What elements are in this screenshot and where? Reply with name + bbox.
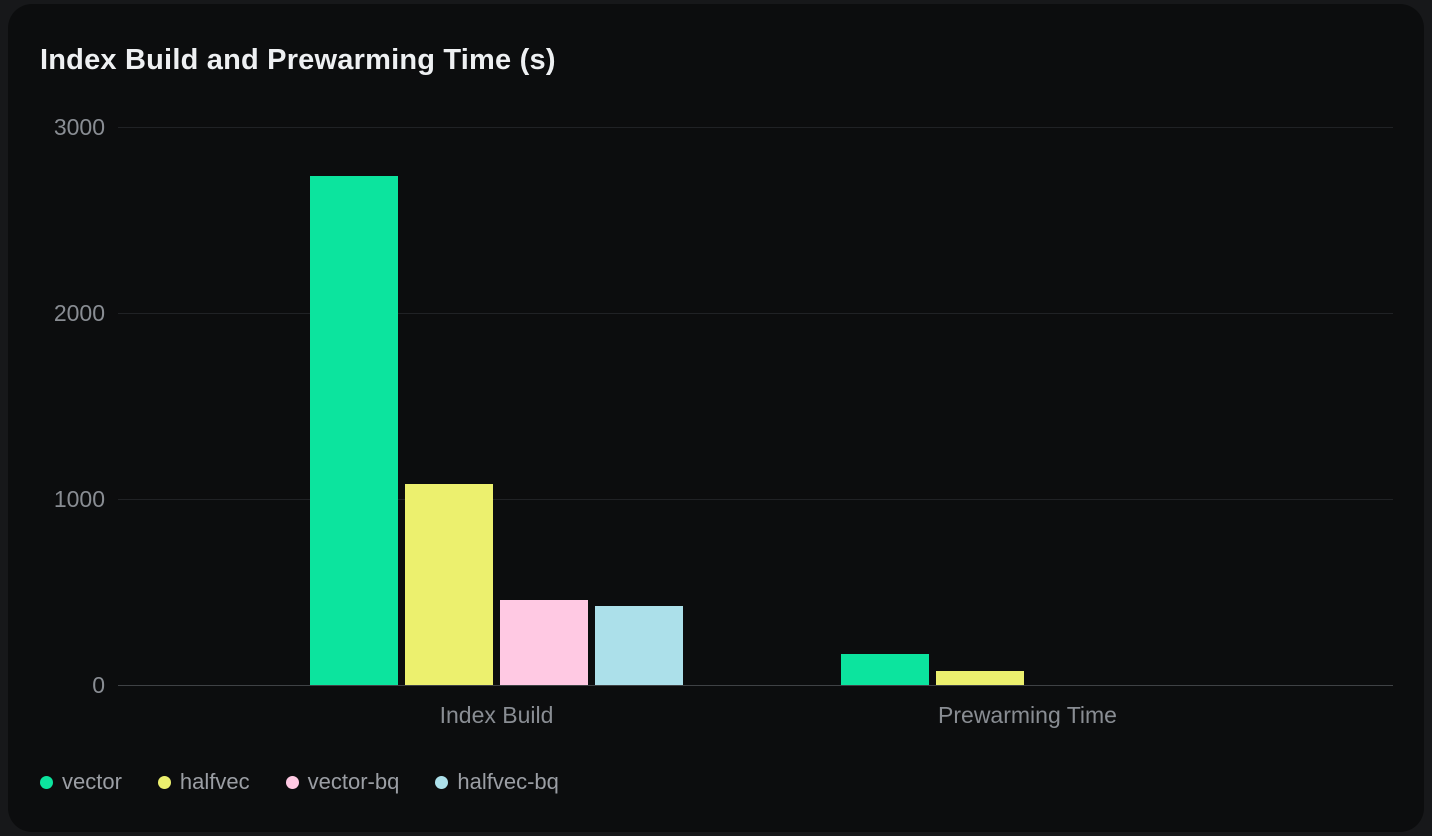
bar-halfvec-bq-index-build: [595, 606, 683, 685]
gridline-2000: [118, 313, 1393, 314]
legend-dot-icon: [285, 775, 299, 789]
legend-item-halfvec[interactable]: halfvec: [157, 769, 250, 795]
x-label-prewarming-time: Prewarming Time: [938, 702, 1117, 728]
chart-title: Index Build and Prewarming Time (s): [40, 44, 556, 76]
plot-area: [118, 127, 1393, 686]
y-tick-label-2000: 2000: [53, 300, 105, 326]
x-axis-baseline: [118, 685, 1393, 686]
legend-label: vector-bq: [307, 769, 400, 794]
y-tick-label-0: 0: [92, 672, 105, 698]
x-label-index-build: Index Build: [439, 702, 554, 728]
bar-halfvec-prewarming-time: [936, 671, 1024, 685]
bar-vector-bq-index-build: [500, 600, 588, 685]
legend-item-vector-bq[interactable]: vector-bq: [285, 769, 400, 795]
gridline-1000: [118, 499, 1393, 500]
y-tick-label-3000: 3000: [53, 114, 105, 140]
legend-dot-icon: [40, 775, 53, 789]
legend-dot-icon: [435, 775, 449, 789]
bar-group-prewarming-time: [841, 654, 1214, 685]
bar-vector-prewarming-time: [841, 654, 929, 685]
bar-halfvec-index-build: [405, 484, 493, 685]
legend-dot-icon: [157, 775, 171, 789]
legend-label: halfvec: [179, 769, 250, 794]
y-tick-label-1000: 1000: [53, 486, 105, 512]
legend: vector halfvec vector-bq halfvec-bq: [40, 769, 559, 795]
chart-card: [8, 4, 1424, 832]
legend-item-halfvec-bq[interactable]: halfvec-bq: [435, 769, 559, 795]
legend-item-vector[interactable]: vector: [40, 769, 122, 795]
gridline-3000: [118, 127, 1393, 128]
bar-group-index-build: [310, 176, 683, 685]
bar-vector-index-build: [310, 176, 398, 685]
legend-label: halfvec-bq: [457, 769, 559, 794]
legend-label: vector: [62, 769, 122, 794]
